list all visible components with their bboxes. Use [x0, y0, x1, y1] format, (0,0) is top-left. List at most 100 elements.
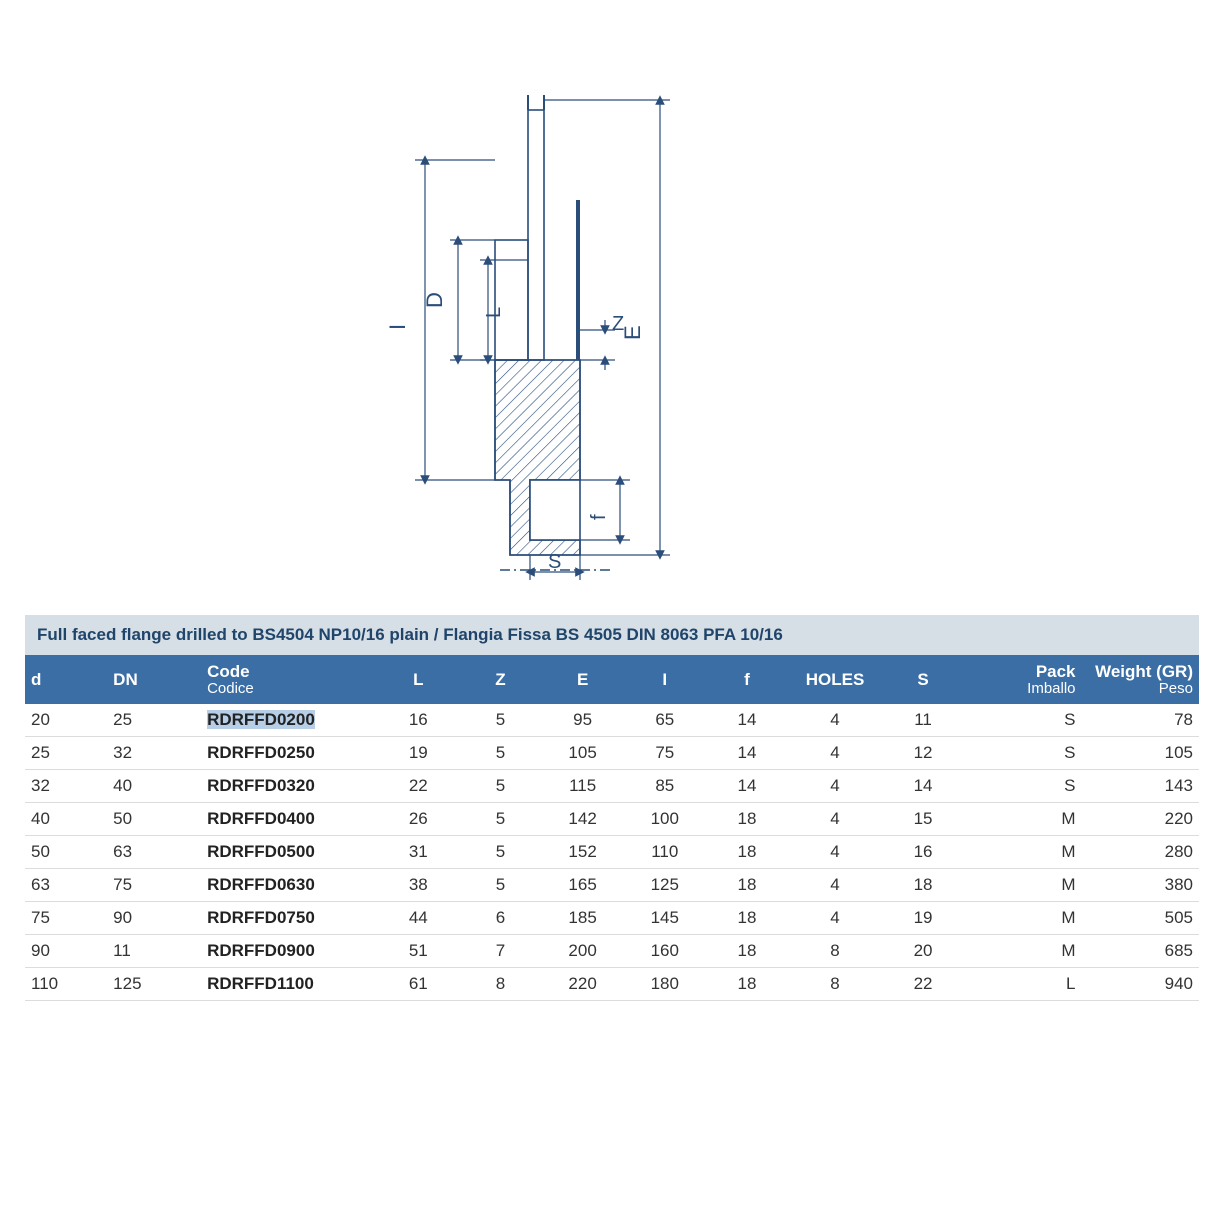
cell-code: RDRFFD0750	[201, 901, 377, 934]
cell-HOLES: 4	[788, 802, 882, 835]
col-E: E	[542, 655, 624, 704]
spec-table-container: Full faced flange drilled to BS4504 NP10…	[25, 615, 1199, 1001]
cell-f: 18	[706, 901, 788, 934]
dim-label-S: S	[548, 551, 561, 573]
cell-DN: 90	[107, 901, 201, 934]
cell-d: 90	[25, 934, 107, 967]
cell-L: 26	[377, 802, 459, 835]
cell-L: 38	[377, 868, 459, 901]
cell-L: 19	[377, 736, 459, 769]
cell-E: 115	[542, 769, 624, 802]
col-HOLES: HOLES	[788, 655, 882, 704]
cell-weight: 105	[1082, 736, 1199, 769]
cell-Z: 5	[459, 769, 541, 802]
cell-f: 14	[706, 704, 788, 737]
cell-S: 12	[882, 736, 964, 769]
cell-S: 14	[882, 769, 964, 802]
cell-L: 22	[377, 769, 459, 802]
table-row: 3240RDRFFD03202251158514414S143	[25, 769, 1199, 802]
cell-HOLES: 4	[788, 868, 882, 901]
cell-Z: 8	[459, 967, 541, 1000]
technical-drawing: E I D L Z	[380, 80, 720, 580]
cell-DN: 125	[107, 967, 201, 1000]
cell-code: RDRFFD0400	[201, 802, 377, 835]
col-weight: Weight (GR)Peso	[1082, 655, 1199, 704]
cell-Z: 5	[459, 736, 541, 769]
cell-E: 185	[542, 901, 624, 934]
cell-I: 75	[624, 736, 706, 769]
dim-label-L: L	[483, 307, 505, 318]
cell-DN: 32	[107, 736, 201, 769]
cell-f: 14	[706, 736, 788, 769]
cell-f: 14	[706, 769, 788, 802]
cell-code: RDRFFD0500	[201, 835, 377, 868]
cell-E: 142	[542, 802, 624, 835]
cell-S: 15	[882, 802, 964, 835]
cell-weight: 78	[1082, 704, 1199, 737]
cell-weight: 380	[1082, 868, 1199, 901]
col-L: L	[377, 655, 459, 704]
cell-d: 63	[25, 868, 107, 901]
cell-code: RDRFFD1100	[201, 967, 377, 1000]
col-f: f	[706, 655, 788, 704]
spec-table: dDNCodeCodiceLZEIfHOLESSPackImballoWeigh…	[25, 655, 1199, 1001]
cell-Z: 5	[459, 704, 541, 737]
cell-pack: L	[964, 967, 1081, 1000]
cell-HOLES: 4	[788, 901, 882, 934]
cell-f: 18	[706, 868, 788, 901]
cell-E: 165	[542, 868, 624, 901]
cell-DN: 25	[107, 704, 201, 737]
cell-DN: 63	[107, 835, 201, 868]
cell-I: 65	[624, 704, 706, 737]
table-row: 6375RDRFFD063038516512518418M380	[25, 868, 1199, 901]
table-row: 2025RDRFFD0200165956514411S78	[25, 704, 1199, 737]
cell-E: 200	[542, 934, 624, 967]
cell-E: 220	[542, 967, 624, 1000]
cell-HOLES: 8	[788, 967, 882, 1000]
cell-E: 105	[542, 736, 624, 769]
cell-weight: 220	[1082, 802, 1199, 835]
cell-HOLES: 4	[788, 835, 882, 868]
cell-weight: 505	[1082, 901, 1199, 934]
table-row: 110125RDRFFD110061822018018822L940	[25, 967, 1199, 1000]
cell-L: 44	[377, 901, 459, 934]
cell-Z: 7	[459, 934, 541, 967]
cell-Z: 5	[459, 868, 541, 901]
cell-HOLES: 4	[788, 736, 882, 769]
table-row: 4050RDRFFD040026514210018415M220	[25, 802, 1199, 835]
cell-DN: 50	[107, 802, 201, 835]
cell-L: 51	[377, 934, 459, 967]
col-S: S	[882, 655, 964, 704]
cell-HOLES: 8	[788, 934, 882, 967]
cell-S: 18	[882, 868, 964, 901]
cell-d: 75	[25, 901, 107, 934]
cell-S: 16	[882, 835, 964, 868]
cell-HOLES: 4	[788, 769, 882, 802]
cell-Z: 5	[459, 835, 541, 868]
dim-label-I: I	[385, 324, 410, 330]
cell-S: 22	[882, 967, 964, 1000]
cell-Z: 6	[459, 901, 541, 934]
cell-I: 180	[624, 967, 706, 1000]
cell-pack: M	[964, 934, 1081, 967]
table-title: Full faced flange drilled to BS4504 NP10…	[25, 615, 1199, 655]
cell-code: RDRFFD0200	[201, 704, 377, 737]
col-d: d	[25, 655, 107, 704]
table-row: 5063RDRFFD050031515211018416M280	[25, 835, 1199, 868]
cell-code: RDRFFD0900	[201, 934, 377, 967]
cell-d: 110	[25, 967, 107, 1000]
cell-d: 32	[25, 769, 107, 802]
cell-DN: 11	[107, 934, 201, 967]
col-pack: PackImballo	[964, 655, 1081, 704]
cell-weight: 280	[1082, 835, 1199, 868]
cell-code: RDRFFD0630	[201, 868, 377, 901]
cell-DN: 40	[107, 769, 201, 802]
cell-I: 145	[624, 901, 706, 934]
col-I: I	[624, 655, 706, 704]
cell-weight: 143	[1082, 769, 1199, 802]
cell-pack: M	[964, 802, 1081, 835]
cell-L: 31	[377, 835, 459, 868]
cell-S: 19	[882, 901, 964, 934]
cell-I: 125	[624, 868, 706, 901]
cell-d: 25	[25, 736, 107, 769]
